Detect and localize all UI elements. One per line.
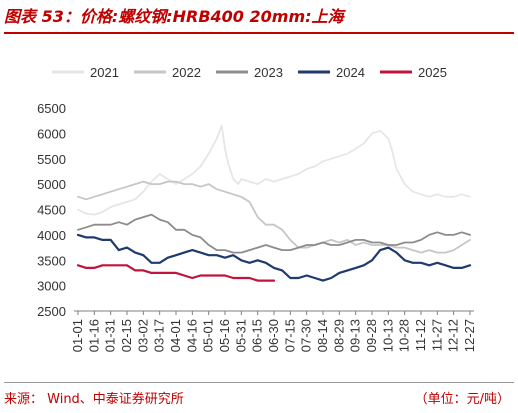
source-rule [4, 382, 514, 383]
x-tick-label: 12-27 [462, 319, 477, 352]
y-tick-label: 3500 [37, 253, 66, 268]
x-tick-label: 01-01 [70, 319, 85, 352]
x-tick-label: 12-12 [446, 319, 461, 352]
series-line-2024 [76, 233, 472, 282]
x-tick-label: 05-16 [217, 319, 232, 352]
x-tick-label: 10-28 [397, 319, 412, 352]
x-tick-label: 04-16 [184, 319, 199, 352]
legend-label-2023: 2023 [254, 65, 283, 80]
plot-lines [76, 124, 472, 282]
x-tick-label: 01-16 [86, 319, 101, 352]
y-tick-label: 6500 [37, 101, 66, 116]
legend-label-2022: 2022 [172, 65, 201, 80]
x-tick-label: 03-17 [152, 319, 167, 352]
figure-title: 图表 53：价格:螺纹钢:HRB400 20mm:上海 [4, 7, 344, 26]
x-tick-label: 07-15 [282, 319, 297, 352]
legend-label-2025: 2025 [418, 65, 447, 80]
x-tick-label: 05-31 [233, 319, 248, 352]
x-tick-label: 06-30 [266, 319, 281, 352]
x-tick-label: 10-13 [380, 319, 395, 352]
x-tick-label: 01-31 [103, 319, 118, 352]
x-tick-label: 08-29 [331, 319, 346, 352]
legend-label-2021: 2021 [90, 65, 119, 80]
y-tick-label: 2500 [37, 304, 66, 319]
y-tick-label: 4500 [37, 203, 66, 218]
unit-note: （单位：元/吨） [414, 392, 510, 407]
line-chart: 2021 2022 2023 2024 2025 6500 6000 5500 5000 450… [37, 65, 477, 352]
y-tick-label: 4000 [37, 228, 66, 243]
x-tick-label: 05-01 [201, 319, 216, 352]
series-line-2021 [77, 124, 471, 216]
series-line-2023 [77, 213, 471, 254]
x-tick-label: 06-15 [250, 319, 265, 352]
x-tick-label: 07-30 [299, 319, 314, 352]
series-line-2022 [77, 180, 471, 254]
x-tick-label: 09-13 [348, 319, 363, 352]
x-tick-label: 08-14 [315, 319, 330, 352]
x-tick-label: 11-27 [429, 319, 444, 351]
x-tick-label: 04-01 [168, 319, 183, 352]
title-rule [4, 32, 514, 34]
y-tick-label: 6000 [37, 126, 66, 141]
y-tick-label: 3000 [37, 279, 66, 294]
y-tick-label: 5500 [37, 152, 66, 167]
legend-label-2024: 2024 [336, 65, 365, 80]
source-note: 来源： Wind、中泰证券研究所 [4, 392, 184, 407]
series-line-2025 [76, 264, 276, 282]
x-tick-label: 02-15 [119, 319, 134, 352]
y-tick-label: 5000 [37, 177, 66, 192]
x-tick-label: 03-02 [135, 319, 150, 352]
y-axis: 6500 6000 5500 5000 4500 4000 3500 3000 2500 [37, 101, 66, 319]
chart-legend: 2021 2022 2023 2024 2025 [52, 65, 447, 80]
x-axis: 01-01 01-16 01-31 02-15 03-02 03-17 04-01 04-16… [70, 310, 477, 352]
x-tick-label: 11-12 [413, 319, 428, 351]
x-tick-label: 09-28 [364, 319, 379, 352]
